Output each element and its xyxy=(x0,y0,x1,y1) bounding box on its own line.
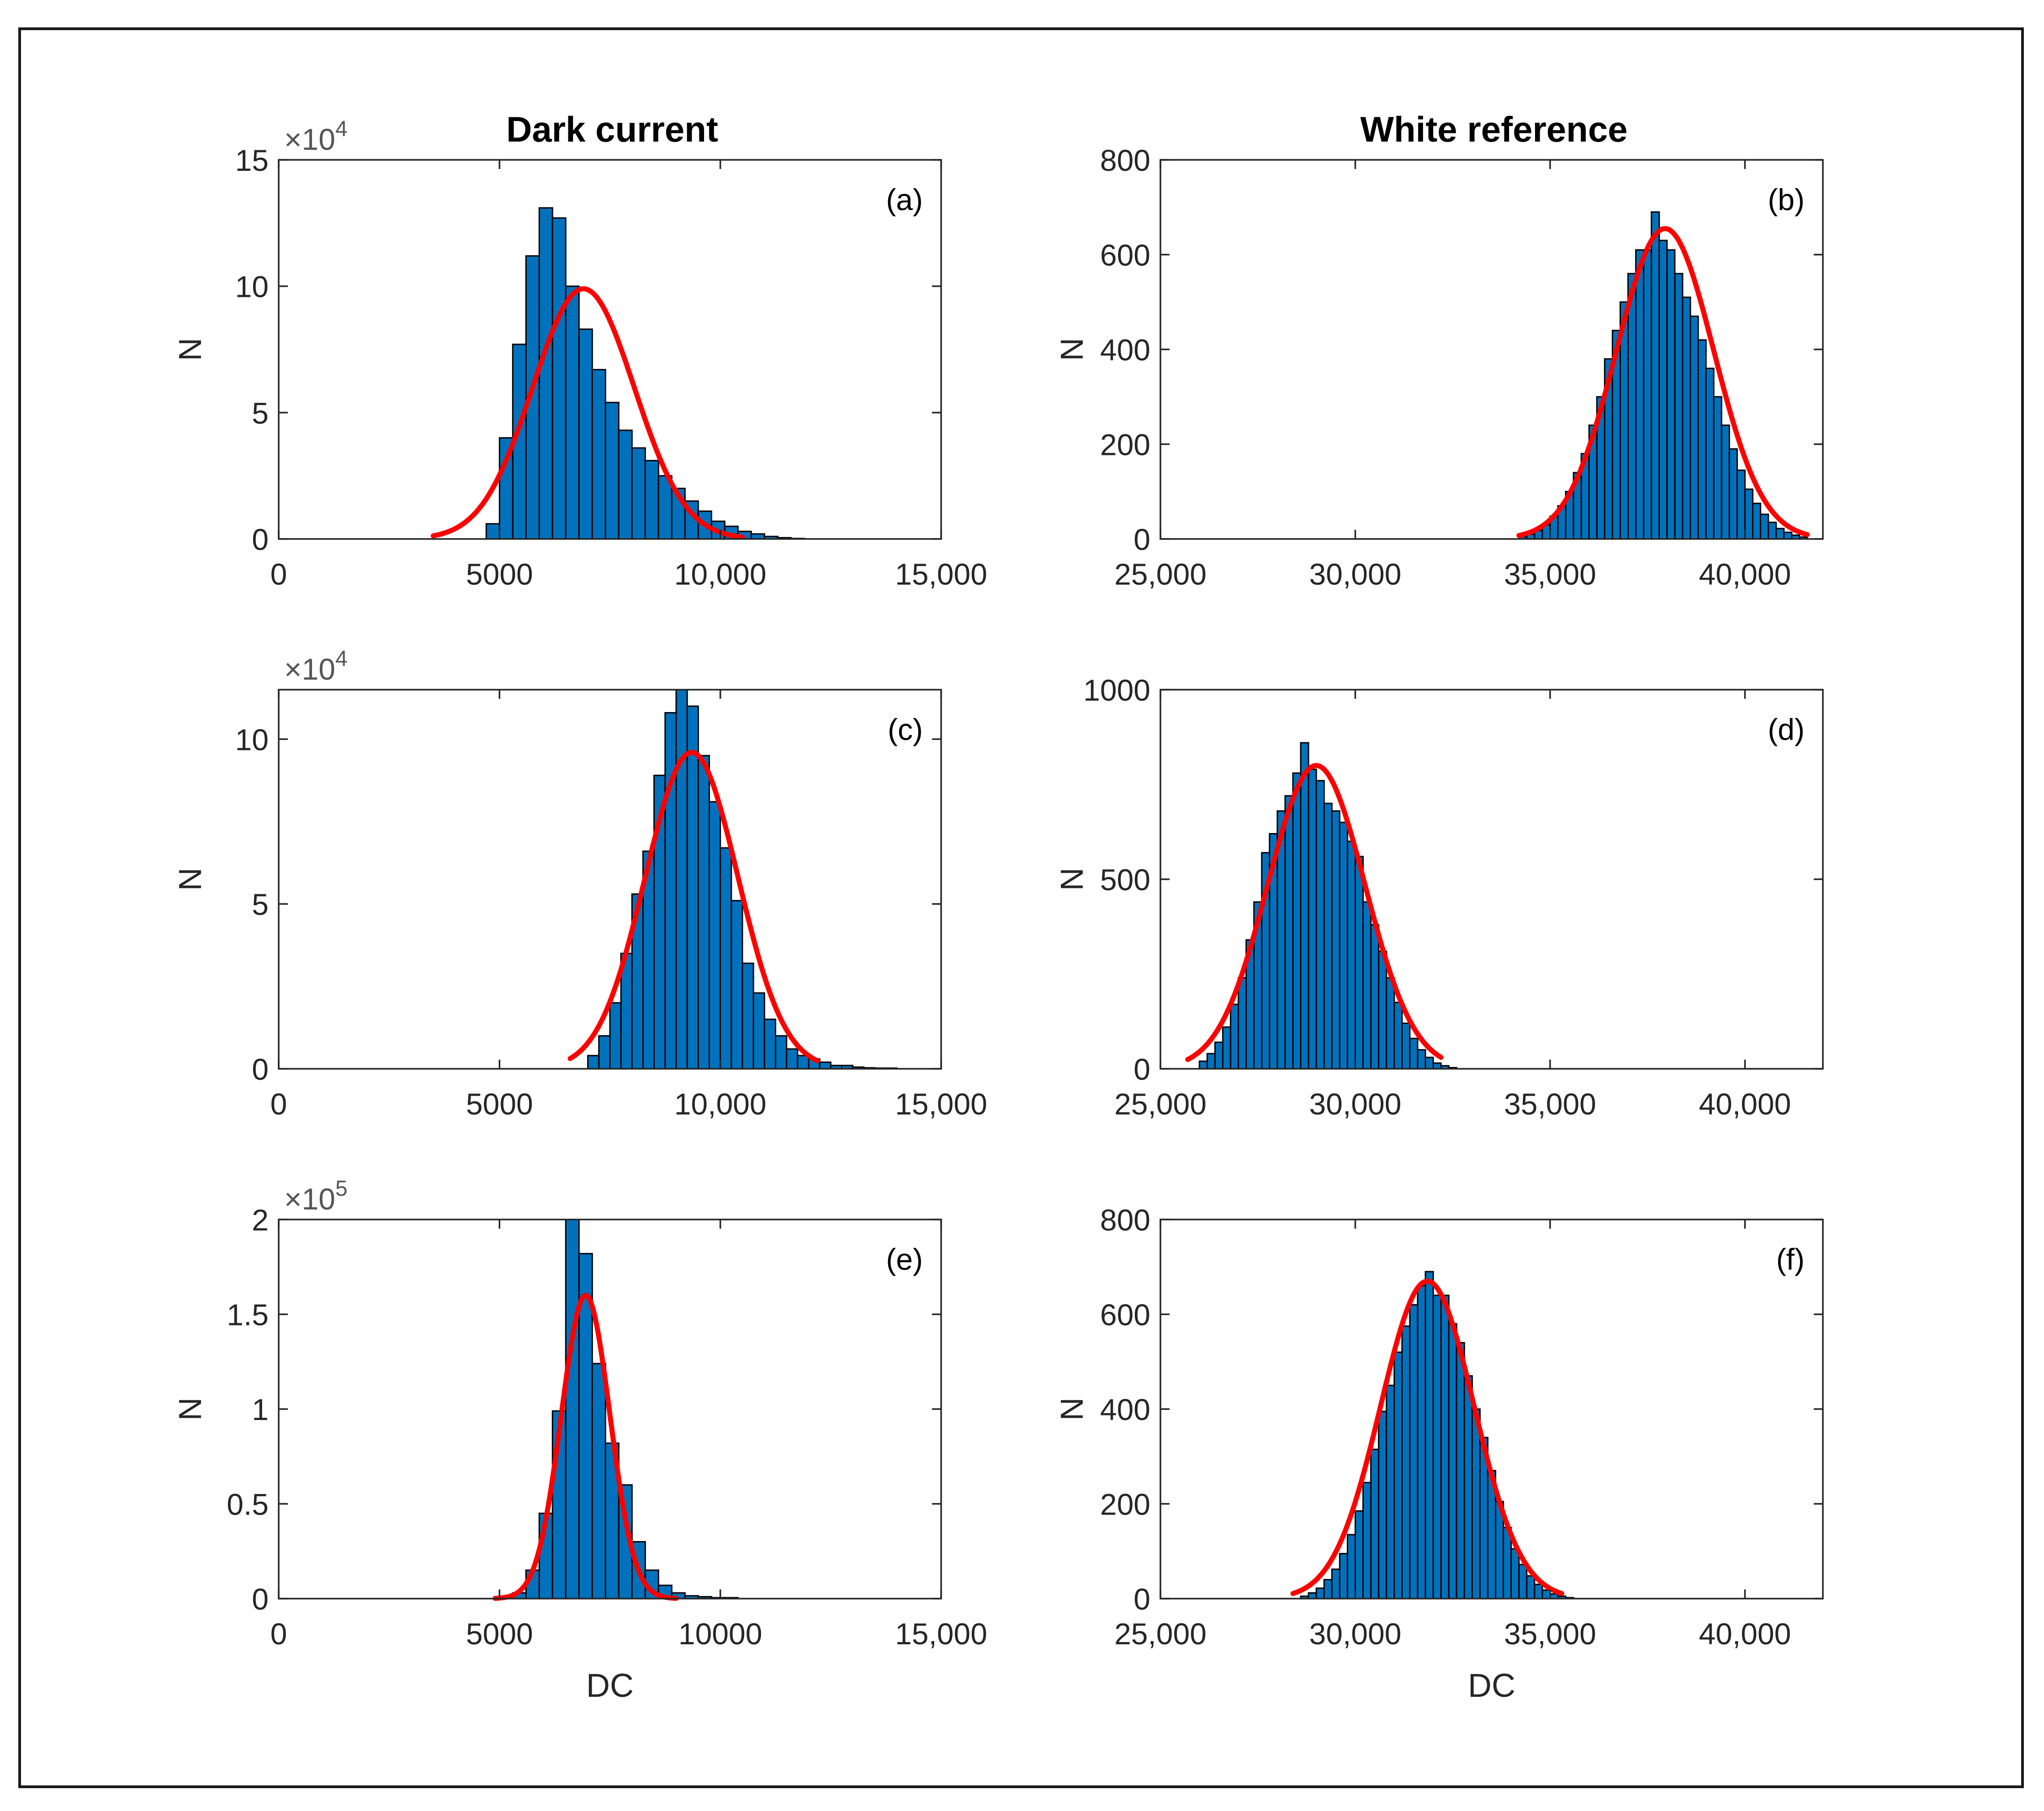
y-tick-label: 0 xyxy=(252,1052,269,1086)
x-tick-label: 40,000 xyxy=(1699,1087,1791,1121)
y-tick-label: 10 xyxy=(235,723,269,756)
y-tick-label: 600 xyxy=(1100,238,1150,272)
x-axis-label: DC xyxy=(1468,1668,1515,1704)
x-tick-label: 35,000 xyxy=(1504,1617,1596,1651)
exponent-power: 4 xyxy=(335,647,348,671)
y-tick-label: 0 xyxy=(252,523,269,556)
y-tick-label: 800 xyxy=(1100,1203,1150,1237)
y-tick-label: 15 xyxy=(235,143,269,177)
histogram-bar xyxy=(604,401,620,540)
fit-curve xyxy=(1516,226,1810,538)
x-tick-label: 25,000 xyxy=(1114,1087,1207,1121)
histogram-bar xyxy=(763,1019,777,1070)
fit-curve xyxy=(430,286,745,540)
y-tick-label: 200 xyxy=(1100,428,1150,462)
x-axis-label: DC xyxy=(586,1668,634,1704)
x-tick-label: 10000 xyxy=(678,1617,763,1651)
x-tick-label: 5000 xyxy=(466,1087,533,1121)
y-axis-label: N xyxy=(172,338,208,361)
axes-box xyxy=(278,159,942,540)
column-title-dark-current: Dark current xyxy=(506,109,718,149)
x-tick-label: 15,000 xyxy=(895,1617,987,1651)
x-tick-label: 15,000 xyxy=(895,1087,987,1121)
y-axis-label: N xyxy=(1054,338,1090,361)
exponent-base: ×10 xyxy=(284,122,335,156)
exponent-label: ×105 xyxy=(284,1177,348,1216)
x-tick-label: 40,000 xyxy=(1699,557,1791,591)
y-tick-label: 200 xyxy=(1100,1488,1150,1521)
exponent-power: 4 xyxy=(335,117,348,141)
y-axis-label: N xyxy=(1054,1398,1090,1421)
y-tick-label: 1 xyxy=(252,1393,269,1426)
panel-label: (a) xyxy=(886,183,923,216)
panel-label: (b) xyxy=(1768,183,1805,216)
exponent-base: ×10 xyxy=(284,652,335,686)
exponent-base: ×10 xyxy=(284,1182,335,1216)
histogram-bar xyxy=(686,705,699,1070)
y-tick-label: 0 xyxy=(1133,1582,1150,1616)
panel-e: 0 5000 10000 15,000 0 0.5 1 1.5 2 N DC ×105 (e) xyxy=(172,1177,987,1704)
x-tick-label: 10,000 xyxy=(674,1087,767,1121)
y-tick-label: 1000 xyxy=(1083,673,1150,707)
y-tick-label: 1.5 xyxy=(227,1298,269,1332)
y-tick-label: 0 xyxy=(1133,1052,1150,1086)
fit-curve xyxy=(1185,763,1444,1062)
y-tick-label: 400 xyxy=(1100,333,1150,367)
x-tick-label: 30,000 xyxy=(1309,557,1402,591)
x-tick-label: 30,000 xyxy=(1309,1617,1402,1651)
x-tick-label: 35,000 xyxy=(1504,1087,1596,1121)
histogram-bar xyxy=(587,1055,600,1070)
y-tick-label: 0.5 xyxy=(227,1488,269,1521)
x-tick-label: 5000 xyxy=(466,1617,533,1651)
panel-b: 25,000 30,000 35,000 40,000 0 200 400 600 800 N (b… xyxy=(1054,143,1824,591)
exponent-label: ×104 xyxy=(284,647,348,686)
exponent-label: ×104 xyxy=(284,117,348,156)
y-tick-label: 0 xyxy=(252,1582,269,1616)
exponent-power: 5 xyxy=(335,1177,348,1201)
x-tick-label: 40,000 xyxy=(1699,1617,1791,1651)
histogram-bar xyxy=(664,712,677,1070)
x-tick-label: 25,000 xyxy=(1114,1617,1207,1651)
y-axis-label: N xyxy=(1054,868,1090,891)
panel-d: 25,000 30,000 35,000 40,000 0 500 1000 N (d) xyxy=(1054,673,1824,1121)
y-tick-label: 600 xyxy=(1100,1298,1150,1332)
y-axis-label: N xyxy=(172,1398,208,1421)
x-tick-label: 10,000 xyxy=(674,557,767,591)
y-axis-label: N xyxy=(172,868,208,891)
histogram-bar xyxy=(578,328,593,540)
x-tick-label: 5000 xyxy=(466,557,533,591)
x-tick-label: 35,000 xyxy=(1504,557,1596,591)
panel-label: (e) xyxy=(886,1242,923,1276)
panel-a: 0 5000 10,000 15,000 0 5 10 15 N ×104 (a) xyxy=(172,117,987,591)
x-tick-label: 25,000 xyxy=(1114,557,1207,591)
column-title-white-reference: White reference xyxy=(1360,109,1628,149)
y-tick-label: 5 xyxy=(252,887,269,921)
x-tick-label: 0 xyxy=(270,1087,287,1121)
y-tick-label: 2 xyxy=(252,1203,269,1237)
histogram-bar xyxy=(709,801,721,1070)
x-tick-label: 30,000 xyxy=(1309,1087,1402,1121)
histogram-bar xyxy=(565,1219,580,1600)
y-tick-label: 0 xyxy=(1133,523,1150,556)
y-tick-label: 800 xyxy=(1100,143,1150,177)
x-tick-label: 15,000 xyxy=(895,557,987,591)
axes-box xyxy=(278,689,942,1070)
fit-curve xyxy=(1290,1278,1564,1596)
fit-curve xyxy=(492,1293,679,1601)
y-tick-label: 5 xyxy=(252,396,269,430)
fit-curve xyxy=(567,750,820,1064)
panel-label: (f) xyxy=(1776,1242,1805,1276)
figure-frame xyxy=(18,27,2024,1788)
y-tick-label: 400 xyxy=(1100,1393,1150,1426)
y-tick-label: 10 xyxy=(235,270,269,304)
x-tick-label: 0 xyxy=(270,1617,287,1651)
panel-label: (d) xyxy=(1768,713,1805,746)
panel-f: 25,000 30,000 35,000 40,000 0 200 400 600 800 N DC… xyxy=(1054,1203,1824,1704)
panel-label: (c) xyxy=(888,713,923,746)
x-tick-label: 0 xyxy=(270,557,287,591)
histogram-bar xyxy=(578,1253,593,1600)
y-tick-label: 500 xyxy=(1100,863,1150,897)
panel-c: 0 5000 10,000 15,000 0 5 10 N ×104 (c) xyxy=(172,647,987,1121)
